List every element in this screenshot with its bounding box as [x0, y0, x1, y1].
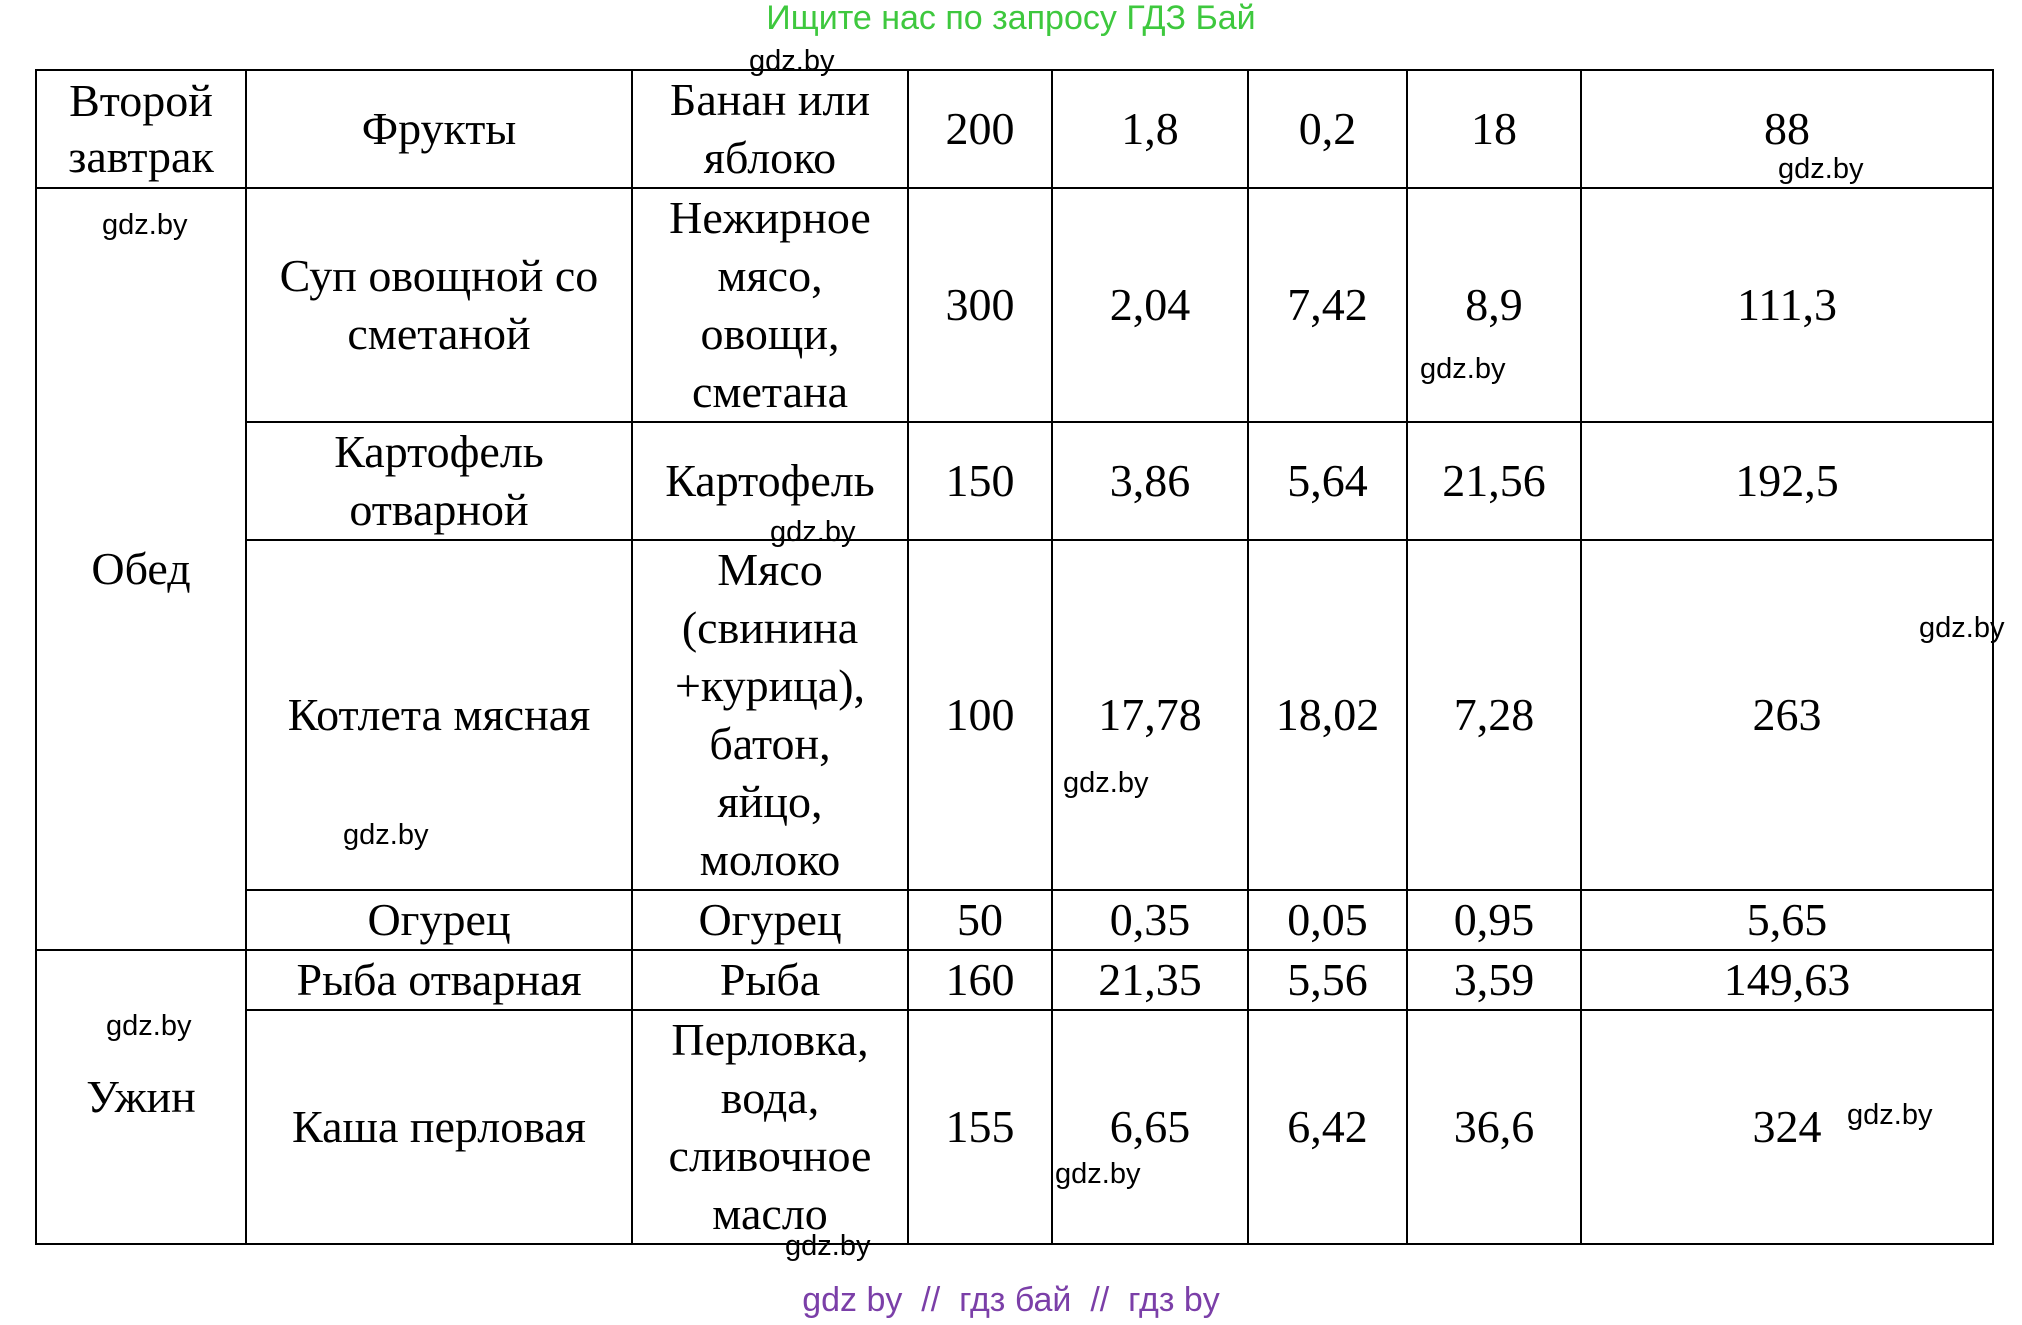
ingredients-cell: Нежирное мясо, овощи, сметана [631, 187, 909, 423]
ingredients-cell: Картофель [631, 421, 909, 541]
table-row: Картофель отварной Картофель 150 3,86 5,… [36, 421, 1994, 541]
protein-cell: 2,04 [1051, 187, 1249, 423]
fat-cell: 5,64 [1247, 421, 1408, 541]
dish-cell: Огурец [245, 889, 633, 951]
watermark: gdz.by [785, 1230, 871, 1262]
mass-cell: 300 [907, 187, 1053, 423]
watermark: gdz.by [1778, 153, 1864, 185]
fat-cell: 0,2 [1247, 69, 1408, 189]
table-row: Ужин Рыба отварная Рыба 160 21,35 5,56 3… [35, 949, 1994, 1245]
watermark: gdz.by [749, 45, 835, 77]
watermark: gdz.by [102, 209, 188, 241]
carbs-cell: 7,28 [1406, 539, 1582, 891]
kcal-cell: 5,65 [1580, 889, 1994, 951]
mass-cell: 155 [907, 1009, 1053, 1245]
meal-cell: Обед [35, 187, 247, 951]
protein-cell: 1,8 [1051, 69, 1249, 189]
meal-cell: Ужин [35, 949, 247, 1245]
carbs-cell: 3,59 [1406, 949, 1582, 1011]
watermark: gdz.by [106, 1010, 192, 1042]
fat-cell: 5,56 [1247, 949, 1408, 1011]
fat-cell: 7,42 [1247, 187, 1408, 423]
carbs-cell: 8,9 [1406, 187, 1582, 423]
ingredients-cell: Перловка, вода, сливочное масло [631, 1009, 909, 1245]
dish-cell: Котлета мясная [245, 539, 633, 891]
dish-cell: Картофель отварной [245, 421, 633, 541]
mass-cell: 150 [907, 421, 1053, 541]
fat-cell: 18,02 [1247, 539, 1408, 891]
protein-cell: 3,86 [1051, 421, 1249, 541]
mass-cell: 200 [907, 69, 1053, 189]
kcal-cell: 263 [1580, 539, 1994, 891]
kcal-cell: 324 [1580, 1009, 1994, 1245]
table-row: Второй завтрак Фрукты Банан или яблоко 2… [35, 69, 1994, 189]
protein-cell: 6,65 [1051, 1009, 1249, 1245]
table-row: Огурец Огурец 50 0,35 0,05 0,95 5,65 [36, 889, 1994, 951]
carbs-cell: 36,6 [1406, 1009, 1582, 1245]
site-footer: gdz by // гдз бай // гдз by [802, 1281, 1220, 1319]
watermark: gdz.by [343, 819, 429, 851]
meal-cell: Второй завтрак [35, 69, 247, 189]
kcal-cell: 192,5 [1580, 421, 1994, 541]
mass-cell: 50 [907, 889, 1053, 951]
carbs-cell: 0,95 [1406, 889, 1582, 951]
ingredients-cell: Мясо (свинина +курица), батон, яйцо, мол… [631, 539, 909, 891]
dish-cell: Каша перловая [245, 1009, 633, 1245]
fat-cell: 6,42 [1247, 1009, 1408, 1245]
search-hint-header: Ищите нас по запросу ГДЗ Бай [766, 0, 1256, 37]
ingredients-cell: Банан или яблоко [631, 69, 909, 189]
table-row: Котлета мясная Мясо (свинина +курица), б… [36, 539, 1994, 891]
ingredients-cell: Рыба [631, 949, 909, 1011]
protein-cell: 0,35 [1051, 889, 1249, 951]
protein-cell: 17,78 [1051, 539, 1249, 891]
fat-cell: 0,05 [1247, 889, 1408, 951]
ingredients-cell: Огурец [631, 889, 909, 951]
watermark: gdz.by [1420, 353, 1506, 385]
carbs-cell: 21,56 [1406, 421, 1582, 541]
mass-cell: 100 [907, 539, 1053, 891]
dish-cell: Рыба отварная [245, 949, 633, 1011]
mass-cell: 160 [907, 949, 1053, 1011]
watermark: gdz.by [770, 516, 856, 548]
watermark: gdz.by [1847, 1099, 1933, 1131]
protein-cell: 21,35 [1051, 949, 1249, 1011]
kcal-cell: 111,3 [1580, 187, 1994, 423]
kcal-cell: 88 [1580, 69, 1994, 189]
kcal-cell: 149,63 [1580, 949, 1994, 1011]
menu-nutrition-table: Второй завтрак Фрукты Банан или яблоко 2… [35, 69, 1994, 1245]
table-row: Каша перловая Перловка, вода, сливочное … [36, 1009, 1994, 1245]
table-row: Обед Суп овощной со сметаной Нежирное мя… [35, 187, 1994, 951]
watermark: gdz.by [1055, 1158, 1141, 1190]
dish-cell: Суп овощной со сметаной [245, 187, 633, 423]
carbs-cell: 18 [1406, 69, 1582, 189]
dish-cell: Фрукты [245, 69, 633, 189]
watermark: gdz.by [1919, 612, 2005, 644]
watermark: gdz.by [1063, 767, 1149, 799]
